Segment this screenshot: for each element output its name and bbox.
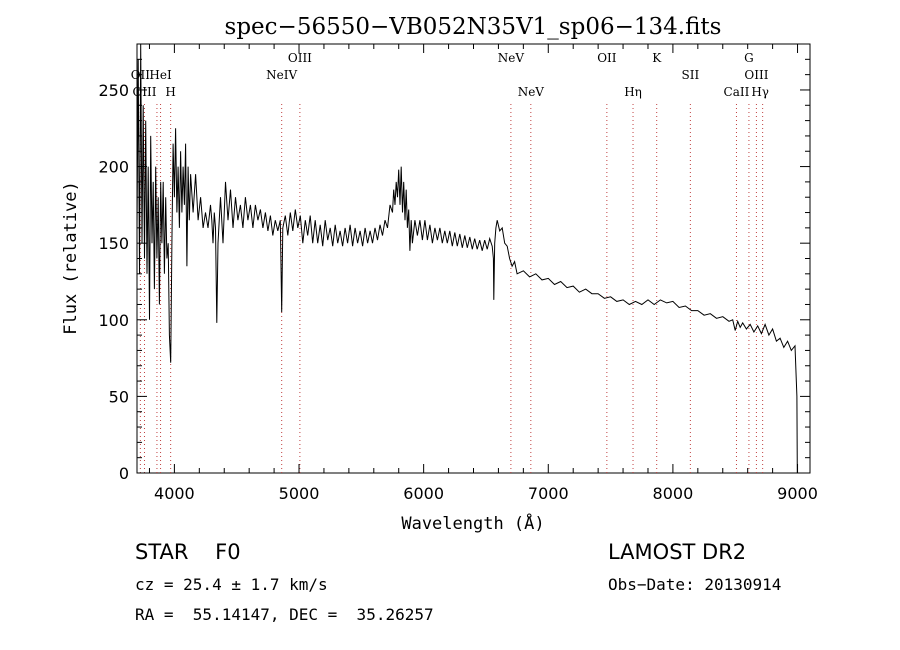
y-tick-label: 0 (119, 464, 129, 483)
y-tick-label: 100 (98, 311, 129, 330)
x-tick-label: 6000 (403, 484, 444, 503)
emission-line-label: OII (597, 51, 617, 65)
emission-line-label: NeV (518, 85, 545, 99)
x-tick-label: 7000 (528, 484, 569, 503)
emission-line-label: OIII (132, 85, 156, 99)
y-tick-label: 250 (98, 81, 129, 100)
emission-line-markers (139, 104, 764, 473)
emission-line-label: NeIV (266, 68, 297, 82)
emission-line-label: K (652, 51, 662, 65)
emission-line-label: NeV (498, 51, 525, 65)
chart-title: spec−56550−VB052N35V1_sp06−134.fits (225, 14, 722, 40)
emission-line-label: HeI (149, 68, 172, 82)
y-axis-ticks: 0 50 100 150 200 250 (98, 58, 810, 483)
y-tick-label: 150 (98, 234, 129, 253)
redshift-label: cz = 25.4 ± 1.7 km/s (135, 575, 328, 594)
plot-frame (136, 43, 811, 474)
x-tick-label: 4000 (154, 484, 195, 503)
emission-line-label: OIII (288, 51, 312, 65)
x-tick-label: 8000 (653, 484, 694, 503)
x-axis-ticks: 4000 5000 6000 7000 8000 9000 (148, 44, 818, 503)
y-axis-label: Flux (relative) (61, 181, 81, 335)
x-axis-label: Wavelength (Å) (401, 512, 544, 534)
y-tick-label: 50 (109, 387, 129, 406)
emission-line-label: OIII (744, 68, 768, 82)
emission-line-label: G (744, 51, 754, 65)
emission-line-label: CaII (724, 85, 750, 99)
emission-line-label: Hγ (751, 85, 769, 99)
emission-line-label: SII (682, 68, 700, 82)
obs-date-label: Obs−Date: 20130914 (608, 575, 782, 594)
x-tick-label: 9000 (777, 484, 818, 503)
spectrum-series-line (136, 43, 798, 474)
y-tick-label: 200 (98, 158, 129, 177)
emission-line-label: H (165, 85, 175, 99)
class-label: STAR F0 (135, 540, 241, 564)
emission-line-label: Hη (624, 85, 642, 99)
coordinates-label: RA = 55.14147, DEC = 35.26257 (135, 605, 434, 624)
survey-label: LAMOST DR2 (608, 540, 747, 564)
x-tick-label: 5000 (279, 484, 320, 503)
